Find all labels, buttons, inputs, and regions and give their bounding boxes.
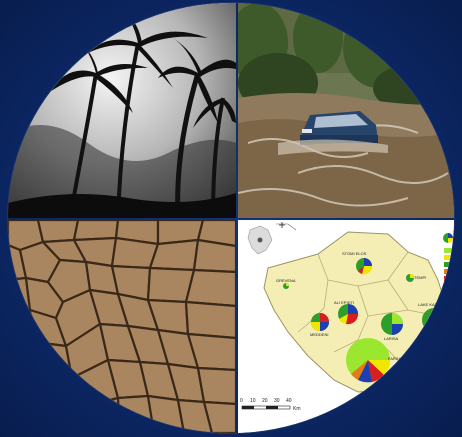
pie-tempi — [406, 274, 414, 282]
car-in-floodwater — [300, 111, 378, 145]
label-farsala: FARSALA — [388, 356, 407, 361]
map-legend — [443, 233, 454, 288]
scale-tick-0: 0 — [240, 398, 243, 404]
storm-photo — [8, 3, 236, 218]
scale-tick-10: 10 — [250, 398, 256, 404]
label-kastoria: STOMI ELOS — [342, 251, 367, 256]
pie-meteora — [311, 313, 329, 331]
label-lake-karla: LAKE KARLA — [418, 302, 443, 307]
scale-tick-40: 40 — [286, 398, 292, 404]
pie-farsala — [346, 338, 390, 383]
flood-photo — [238, 3, 454, 218]
palm-trees-silhouette — [8, 3, 236, 218]
pie-larisa — [381, 313, 403, 335]
scale-unit: Km — [293, 406, 301, 412]
pie-lake-karla — [422, 308, 446, 332]
pie-grevena — [283, 283, 289, 289]
circular-collage: GREVENA STOMI ELOS TEMPI ALI EPIDTI MEDD… — [8, 3, 454, 433]
cracked-dry-earth — [8, 220, 236, 433]
label-grevena: GREVENA — [276, 278, 296, 283]
scale-bar — [241, 405, 291, 410]
scale-tick-20: 20 — [262, 398, 268, 404]
regional-map: GREVENA STOMI ELOS TEMPI ALI EPIDTI MEDD… — [238, 220, 454, 433]
inset-locator-map — [247, 222, 297, 255]
drought-photo — [8, 220, 236, 433]
label-tempi: TEMPI — [414, 275, 427, 280]
label-meteora: MEDDENI — [310, 332, 329, 337]
pie-trikala — [338, 304, 359, 325]
flood-scene — [238, 3, 454, 218]
map-canvas — [238, 220, 454, 433]
label-trikala: ALI EPIDTI — [334, 300, 355, 305]
label-larisa: LARISA — [384, 336, 399, 341]
scale-tick-30: 30 — [274, 398, 280, 404]
pie-kastoria — [356, 258, 373, 275]
